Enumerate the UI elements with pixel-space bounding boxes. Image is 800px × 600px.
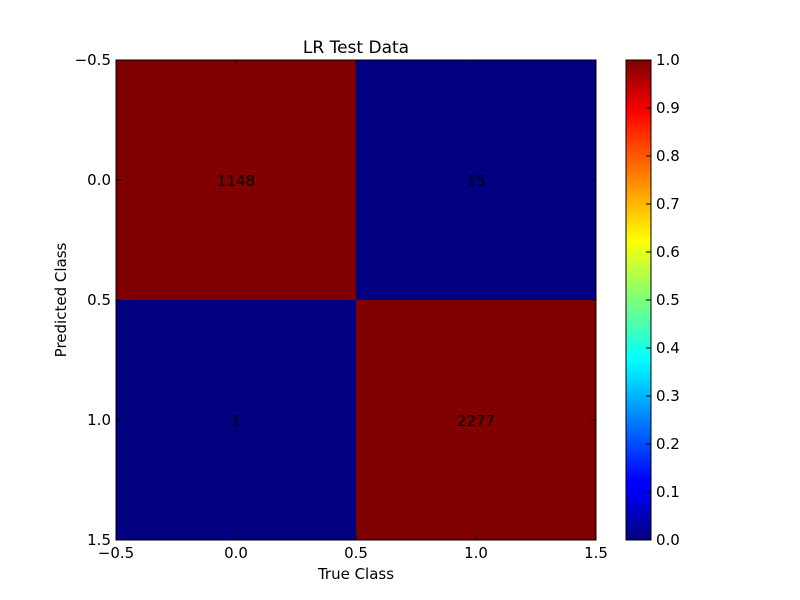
y-tick-label: 1.5 (87, 531, 111, 549)
x-tick-label: −0.5 (98, 544, 134, 562)
colorbar-tick-label: 0.5 (656, 291, 680, 309)
x-tick-label: 0.5 (344, 544, 368, 562)
y-axis-ticks: −0.5 0.0 0.5 1.0 1.5 (75, 51, 596, 549)
cell-value-label: 2277 (457, 412, 495, 430)
heatmap-cell (356, 60, 596, 300)
x-axis-ticks: −0.5 0.0 0.5 1.0 1.5 (98, 60, 608, 562)
cell-value-label: 1148 (217, 172, 255, 190)
heatmap-cells (116, 60, 596, 540)
colorbar-tick-label: 0.3 (656, 387, 680, 405)
x-tick-label: 0.0 (224, 544, 248, 562)
chart-title: LR Test Data (303, 38, 409, 58)
y-tick-label: 1.0 (87, 411, 111, 429)
x-tick-label: 1.5 (584, 544, 608, 562)
x-tick-label: 1.0 (464, 544, 488, 562)
colorbar-tick-label: 1.0 (656, 51, 680, 69)
colorbar-tick-label: 0.8 (656, 147, 680, 165)
x-axis-label: True Class (317, 565, 394, 583)
colorbar-ticks: 0.0 0.1 0.2 0.3 0.4 0.5 0.6 0.7 0.8 0.9 1.0 (646, 51, 680, 549)
colorbar-tick-label: 0.1 (656, 483, 680, 501)
heatmap-cell (116, 60, 356, 300)
colorbar-tick-label: 0.4 (656, 339, 680, 357)
cell-value-label: 15 (466, 172, 485, 190)
colorbar-tick-label: 0.0 (656, 531, 680, 549)
cell-value-labels: 1148 15 1 2277 (217, 172, 495, 430)
colorbar-tick-label: 0.2 (656, 435, 680, 453)
heatmap-cell (356, 300, 596, 540)
heatmap-cell (116, 300, 356, 540)
y-tick-label: −0.5 (75, 51, 111, 69)
colorbar-tick-label: 0.7 (656, 195, 680, 213)
y-axis-label: Predicted Class (52, 242, 70, 357)
y-tick-label: 0.0 (87, 171, 111, 189)
y-tick-label: 0.5 (87, 291, 111, 309)
cell-value-label: 1 (231, 412, 241, 430)
colorbar-tick-label: 0.9 (656, 99, 680, 117)
colorbar-tick-label: 0.6 (656, 243, 680, 261)
